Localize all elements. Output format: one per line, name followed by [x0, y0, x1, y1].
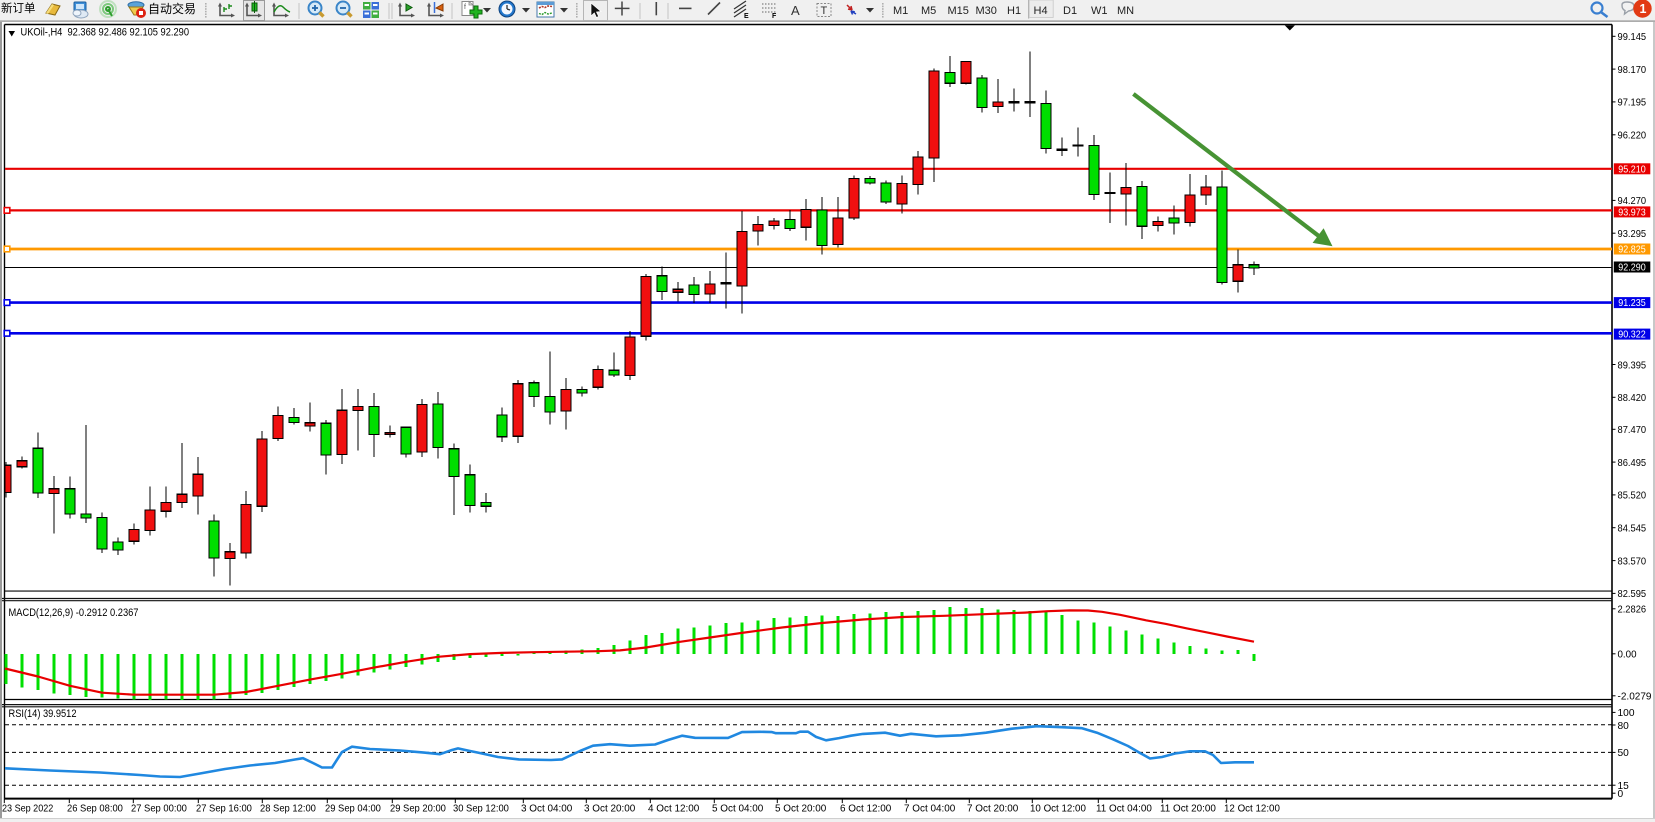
- svg-text:M5: M5: [921, 5, 936, 17]
- svg-text:-2.0279: -2.0279: [1618, 691, 1652, 703]
- svg-text:28 Sep 12:00: 28 Sep 12:00: [260, 804, 316, 815]
- svg-text:27 Sep 16:00: 27 Sep 16:00: [196, 804, 252, 815]
- svg-text:新订单: 新订单: [1, 1, 36, 15]
- svg-text:F: F: [772, 13, 777, 20]
- svg-text:86.495: 86.495: [1618, 457, 1647, 469]
- svg-text:E: E: [744, 13, 749, 20]
- svg-text:10 Oct 12:00: 10 Oct 12:00: [1030, 804, 1086, 815]
- svg-text:3 Oct 04:00: 3 Oct 04:00: [521, 804, 572, 815]
- svg-text:98.170: 98.170: [1618, 64, 1647, 76]
- svg-text:27 Sep 00:00: 27 Sep 00:00: [131, 804, 187, 815]
- svg-text:M30: M30: [976, 5, 997, 17]
- svg-text:97.195: 97.195: [1618, 97, 1647, 109]
- svg-text:80: 80: [1618, 721, 1630, 732]
- svg-text:88.420: 88.420: [1618, 392, 1647, 404]
- svg-text:MACD(12,26,9) -0.2912 0.2367: MACD(12,26,9) -0.2912 0.2367: [9, 607, 139, 619]
- svg-text:30 Sep 12:00: 30 Sep 12:00: [453, 804, 509, 815]
- svg-text:100: 100: [1618, 708, 1635, 719]
- svg-text:90.322: 90.322: [1618, 330, 1646, 341]
- svg-text:T: T: [821, 5, 828, 17]
- svg-text:RSI(14) 39.9512: RSI(14) 39.9512: [9, 708, 77, 720]
- svg-text:83.570: 83.570: [1618, 555, 1647, 567]
- svg-text:MN: MN: [1117, 5, 1134, 17]
- svg-text:7 Oct 20:00: 7 Oct 20:00: [967, 804, 1018, 815]
- svg-text:85.520: 85.520: [1618, 490, 1647, 502]
- svg-text:M1: M1: [893, 5, 908, 17]
- svg-text:0: 0: [1618, 789, 1624, 800]
- svg-text:82.595: 82.595: [1618, 588, 1647, 600]
- svg-text:95.210: 95.210: [1618, 164, 1646, 175]
- svg-text:99.145: 99.145: [1618, 31, 1647, 43]
- svg-text:H1: H1: [1007, 5, 1021, 17]
- svg-text:M15: M15: [948, 5, 969, 17]
- svg-text:15: 15: [1618, 781, 1630, 792]
- svg-text:W1: W1: [1091, 5, 1108, 17]
- svg-text:5 Oct 20:00: 5 Oct 20:00: [775, 804, 826, 815]
- svg-text:89.395: 89.395: [1618, 359, 1647, 371]
- svg-text:96.220: 96.220: [1618, 130, 1647, 142]
- svg-text:12 Oct 12:00: 12 Oct 12:00: [1224, 804, 1280, 815]
- svg-text:A: A: [791, 3, 800, 18]
- svg-text:3 Oct 20:00: 3 Oct 20:00: [584, 804, 635, 815]
- svg-text:94.270: 94.270: [1618, 195, 1647, 207]
- svg-text:1: 1: [1640, 2, 1647, 16]
- svg-text:5 Oct 04:00: 5 Oct 04:00: [712, 804, 763, 815]
- svg-text:7 Oct 04:00: 7 Oct 04:00: [904, 804, 955, 815]
- svg-text:26 Sep 08:00: 26 Sep 08:00: [67, 804, 123, 815]
- svg-text:4 Oct 12:00: 4 Oct 12:00: [648, 804, 699, 815]
- svg-text:f: f: [464, 4, 466, 11]
- svg-text:87.470: 87.470: [1618, 424, 1647, 436]
- svg-text:11 Oct 20:00: 11 Oct 20:00: [1160, 804, 1216, 815]
- svg-text:91.235: 91.235: [1618, 298, 1646, 309]
- svg-text:D1: D1: [1063, 5, 1077, 17]
- svg-text:11 Oct 04:00: 11 Oct 04:00: [1096, 804, 1152, 815]
- svg-text:84.545: 84.545: [1618, 523, 1647, 535]
- svg-text:29 Sep 20:00: 29 Sep 20:00: [390, 804, 446, 815]
- svg-text:6 Oct 12:00: 6 Oct 12:00: [840, 804, 891, 815]
- svg-text:93.295: 93.295: [1618, 228, 1647, 240]
- svg-text:93.973: 93.973: [1618, 208, 1646, 219]
- svg-text:UKOil-,H4 92.368 92.486 92.10: UKOil-,H4 92.368 92.486 92.105 92.290: [21, 26, 190, 38]
- svg-text:92.825: 92.825: [1618, 245, 1646, 256]
- svg-text:23 Sep 2022: 23 Sep 2022: [2, 804, 53, 815]
- svg-text:2.2826: 2.2826: [1618, 604, 1647, 616]
- svg-text:自动交易: 自动交易: [148, 1, 196, 16]
- svg-text:92.290: 92.290: [1618, 263, 1646, 274]
- svg-text:H4: H4: [1034, 5, 1048, 17]
- svg-text:50: 50: [1618, 748, 1630, 759]
- svg-text:29 Sep 04:00: 29 Sep 04:00: [325, 804, 381, 815]
- svg-text:0.00: 0.00: [1618, 649, 1637, 661]
